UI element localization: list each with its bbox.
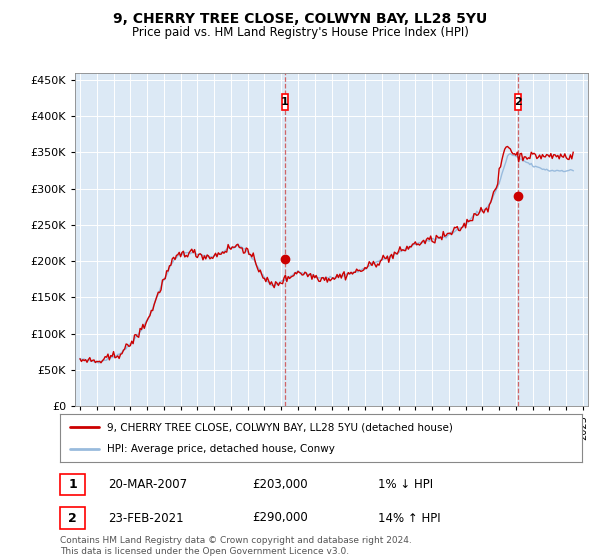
FancyBboxPatch shape [515,94,521,110]
Text: 23-FEB-2021: 23-FEB-2021 [108,511,184,525]
Text: £203,000: £203,000 [252,478,308,491]
Text: 20-MAR-2007: 20-MAR-2007 [108,478,187,491]
Text: 14% ↑ HPI: 14% ↑ HPI [378,511,440,525]
Text: 2: 2 [68,511,77,525]
Text: 9, CHERRY TREE CLOSE, COLWYN BAY, LL28 5YU (detached house): 9, CHERRY TREE CLOSE, COLWYN BAY, LL28 5… [107,422,453,432]
Text: Price paid vs. HM Land Registry's House Price Index (HPI): Price paid vs. HM Land Registry's House … [131,26,469,39]
Text: 2: 2 [514,97,522,107]
Text: £290,000: £290,000 [252,511,308,525]
FancyBboxPatch shape [282,94,288,110]
Text: 1: 1 [68,478,77,491]
Text: 9, CHERRY TREE CLOSE, COLWYN BAY, LL28 5YU: 9, CHERRY TREE CLOSE, COLWYN BAY, LL28 5… [113,12,487,26]
Text: HPI: Average price, detached house, Conwy: HPI: Average price, detached house, Conw… [107,444,335,454]
Text: Contains HM Land Registry data © Crown copyright and database right 2024.
This d: Contains HM Land Registry data © Crown c… [60,536,412,556]
Text: 1% ↓ HPI: 1% ↓ HPI [378,478,433,491]
Text: 1: 1 [281,97,289,107]
